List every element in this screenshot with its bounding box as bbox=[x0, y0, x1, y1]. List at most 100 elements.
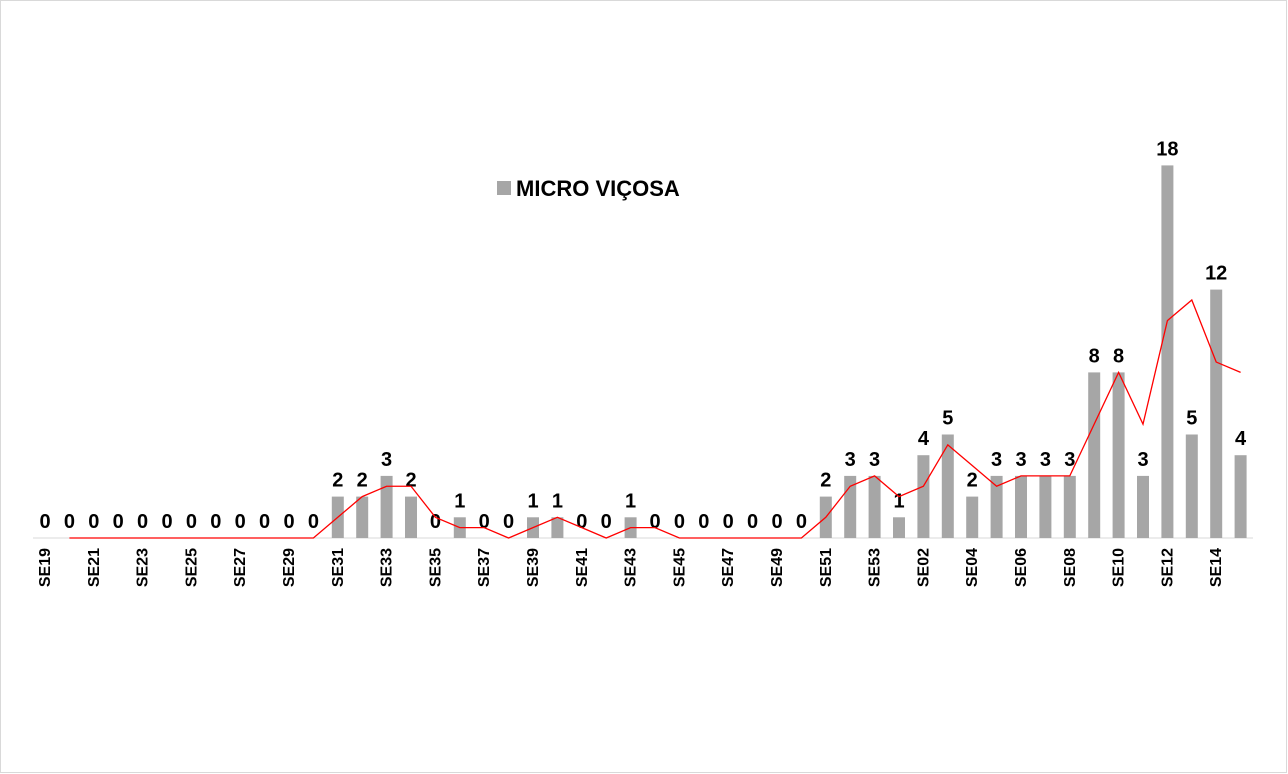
bar bbox=[941, 434, 954, 538]
x-tick-label: SE21 bbox=[86, 548, 103, 587]
data-label: 3 bbox=[381, 449, 392, 471]
data-label: 0 bbox=[503, 511, 514, 533]
data-label: 0 bbox=[64, 511, 75, 533]
x-tick-label: SE43 bbox=[623, 548, 640, 587]
data-label: 2 bbox=[357, 470, 368, 492]
data-label: 4 bbox=[918, 428, 930, 450]
data-label: 0 bbox=[161, 511, 172, 533]
data-label: 3 bbox=[869, 449, 880, 471]
data-label: 8 bbox=[1113, 345, 1124, 367]
data-label: 2 bbox=[967, 470, 978, 492]
bar bbox=[966, 496, 979, 538]
bar bbox=[1210, 289, 1223, 538]
data-label: 3 bbox=[1040, 449, 1051, 471]
legend: MICRO VIÇOSA bbox=[497, 176, 680, 201]
x-tick-label: SE29 bbox=[281, 548, 298, 587]
data-label: 2 bbox=[820, 470, 831, 492]
x-tick-label: SE39 bbox=[525, 548, 542, 587]
data-label: 3 bbox=[1064, 449, 1075, 471]
data-label: 1 bbox=[625, 490, 636, 512]
x-tick-label: SE53 bbox=[867, 548, 884, 587]
bar bbox=[356, 496, 369, 538]
data-label: 0 bbox=[601, 511, 612, 533]
x-tick-label: SE27 bbox=[232, 548, 249, 587]
data-label: 0 bbox=[210, 511, 221, 533]
bar bbox=[917, 455, 930, 538]
data-label: 0 bbox=[283, 511, 294, 533]
data-label: 0 bbox=[747, 511, 758, 533]
bar bbox=[551, 517, 564, 538]
bar bbox=[868, 475, 881, 538]
bar bbox=[844, 475, 857, 538]
x-tick-label: SE23 bbox=[135, 548, 152, 587]
bar bbox=[1112, 372, 1125, 538]
data-label: 0 bbox=[113, 511, 124, 533]
data-label: 0 bbox=[479, 511, 490, 533]
data-label: 0 bbox=[430, 511, 441, 533]
data-label: 0 bbox=[186, 511, 197, 533]
data-label: 0 bbox=[649, 511, 660, 533]
data-label: 0 bbox=[39, 511, 50, 533]
x-tick-label: SE14 bbox=[1208, 548, 1225, 587]
data-label: 3 bbox=[1137, 449, 1148, 471]
bar bbox=[1088, 372, 1101, 538]
x-tick-label: SE37 bbox=[476, 548, 493, 587]
data-label: 5 bbox=[1186, 408, 1197, 430]
x-tick-label: SE04 bbox=[964, 548, 981, 587]
legend-swatch bbox=[497, 181, 511, 195]
x-tick-label: SE19 bbox=[37, 548, 54, 587]
data-label: 0 bbox=[88, 511, 99, 533]
x-tick-label: SE41 bbox=[574, 548, 591, 587]
bar bbox=[1137, 475, 1149, 538]
data-label: 12 bbox=[1205, 263, 1227, 285]
data-label: 0 bbox=[235, 511, 246, 533]
data-label: 4 bbox=[1235, 428, 1247, 450]
bar bbox=[380, 475, 393, 538]
data-label: 2 bbox=[405, 470, 416, 492]
data-label: 3 bbox=[1015, 449, 1026, 471]
x-tick-label: SE51 bbox=[818, 548, 835, 587]
x-tick-label: SE33 bbox=[379, 548, 396, 587]
bar bbox=[405, 496, 417, 538]
data-label: 0 bbox=[137, 511, 148, 533]
bar bbox=[1185, 434, 1198, 538]
bar bbox=[1161, 165, 1174, 538]
data-label: 0 bbox=[259, 511, 270, 533]
x-tick-label: SE31 bbox=[330, 548, 347, 587]
x-tick-label: SE06 bbox=[1013, 548, 1030, 587]
bar bbox=[1039, 475, 1052, 538]
data-label: 5 bbox=[942, 408, 953, 430]
bar bbox=[990, 475, 1003, 538]
bar bbox=[1015, 475, 1027, 538]
data-label: 18 bbox=[1156, 138, 1178, 160]
legend-label: MICRO VIÇOSA bbox=[516, 176, 680, 201]
x-tick-label: SE10 bbox=[1111, 548, 1128, 587]
data-label: 0 bbox=[308, 511, 319, 533]
data-label: 2 bbox=[332, 470, 343, 492]
x-tick-label: SE02 bbox=[915, 548, 932, 587]
trend-line bbox=[69, 298, 1241, 539]
x-tick-label: SE35 bbox=[427, 548, 444, 587]
data-label: 1 bbox=[454, 490, 465, 512]
data-label: 0 bbox=[771, 511, 782, 533]
data-label: 0 bbox=[698, 511, 709, 533]
bar bbox=[1063, 475, 1076, 538]
data-label: 8 bbox=[1089, 345, 1100, 367]
data-label: 0 bbox=[576, 511, 587, 533]
data-label: 3 bbox=[845, 449, 856, 471]
data-label: 1 bbox=[527, 490, 538, 512]
data-label: 3 bbox=[991, 449, 1002, 471]
data-label: 0 bbox=[674, 511, 685, 533]
x-tick-label: SE25 bbox=[183, 548, 200, 587]
bar bbox=[1234, 455, 1247, 538]
x-tick-label: SE12 bbox=[1159, 548, 1176, 587]
data-label: 1 bbox=[552, 490, 563, 512]
data-label: 0 bbox=[796, 511, 807, 533]
x-tick-label: SE47 bbox=[720, 548, 737, 587]
x-tick-label: SE08 bbox=[1062, 548, 1079, 587]
x-tick-label: SE45 bbox=[671, 548, 688, 587]
data-label: 0 bbox=[723, 511, 734, 533]
x-tick-label: SE49 bbox=[769, 548, 786, 587]
